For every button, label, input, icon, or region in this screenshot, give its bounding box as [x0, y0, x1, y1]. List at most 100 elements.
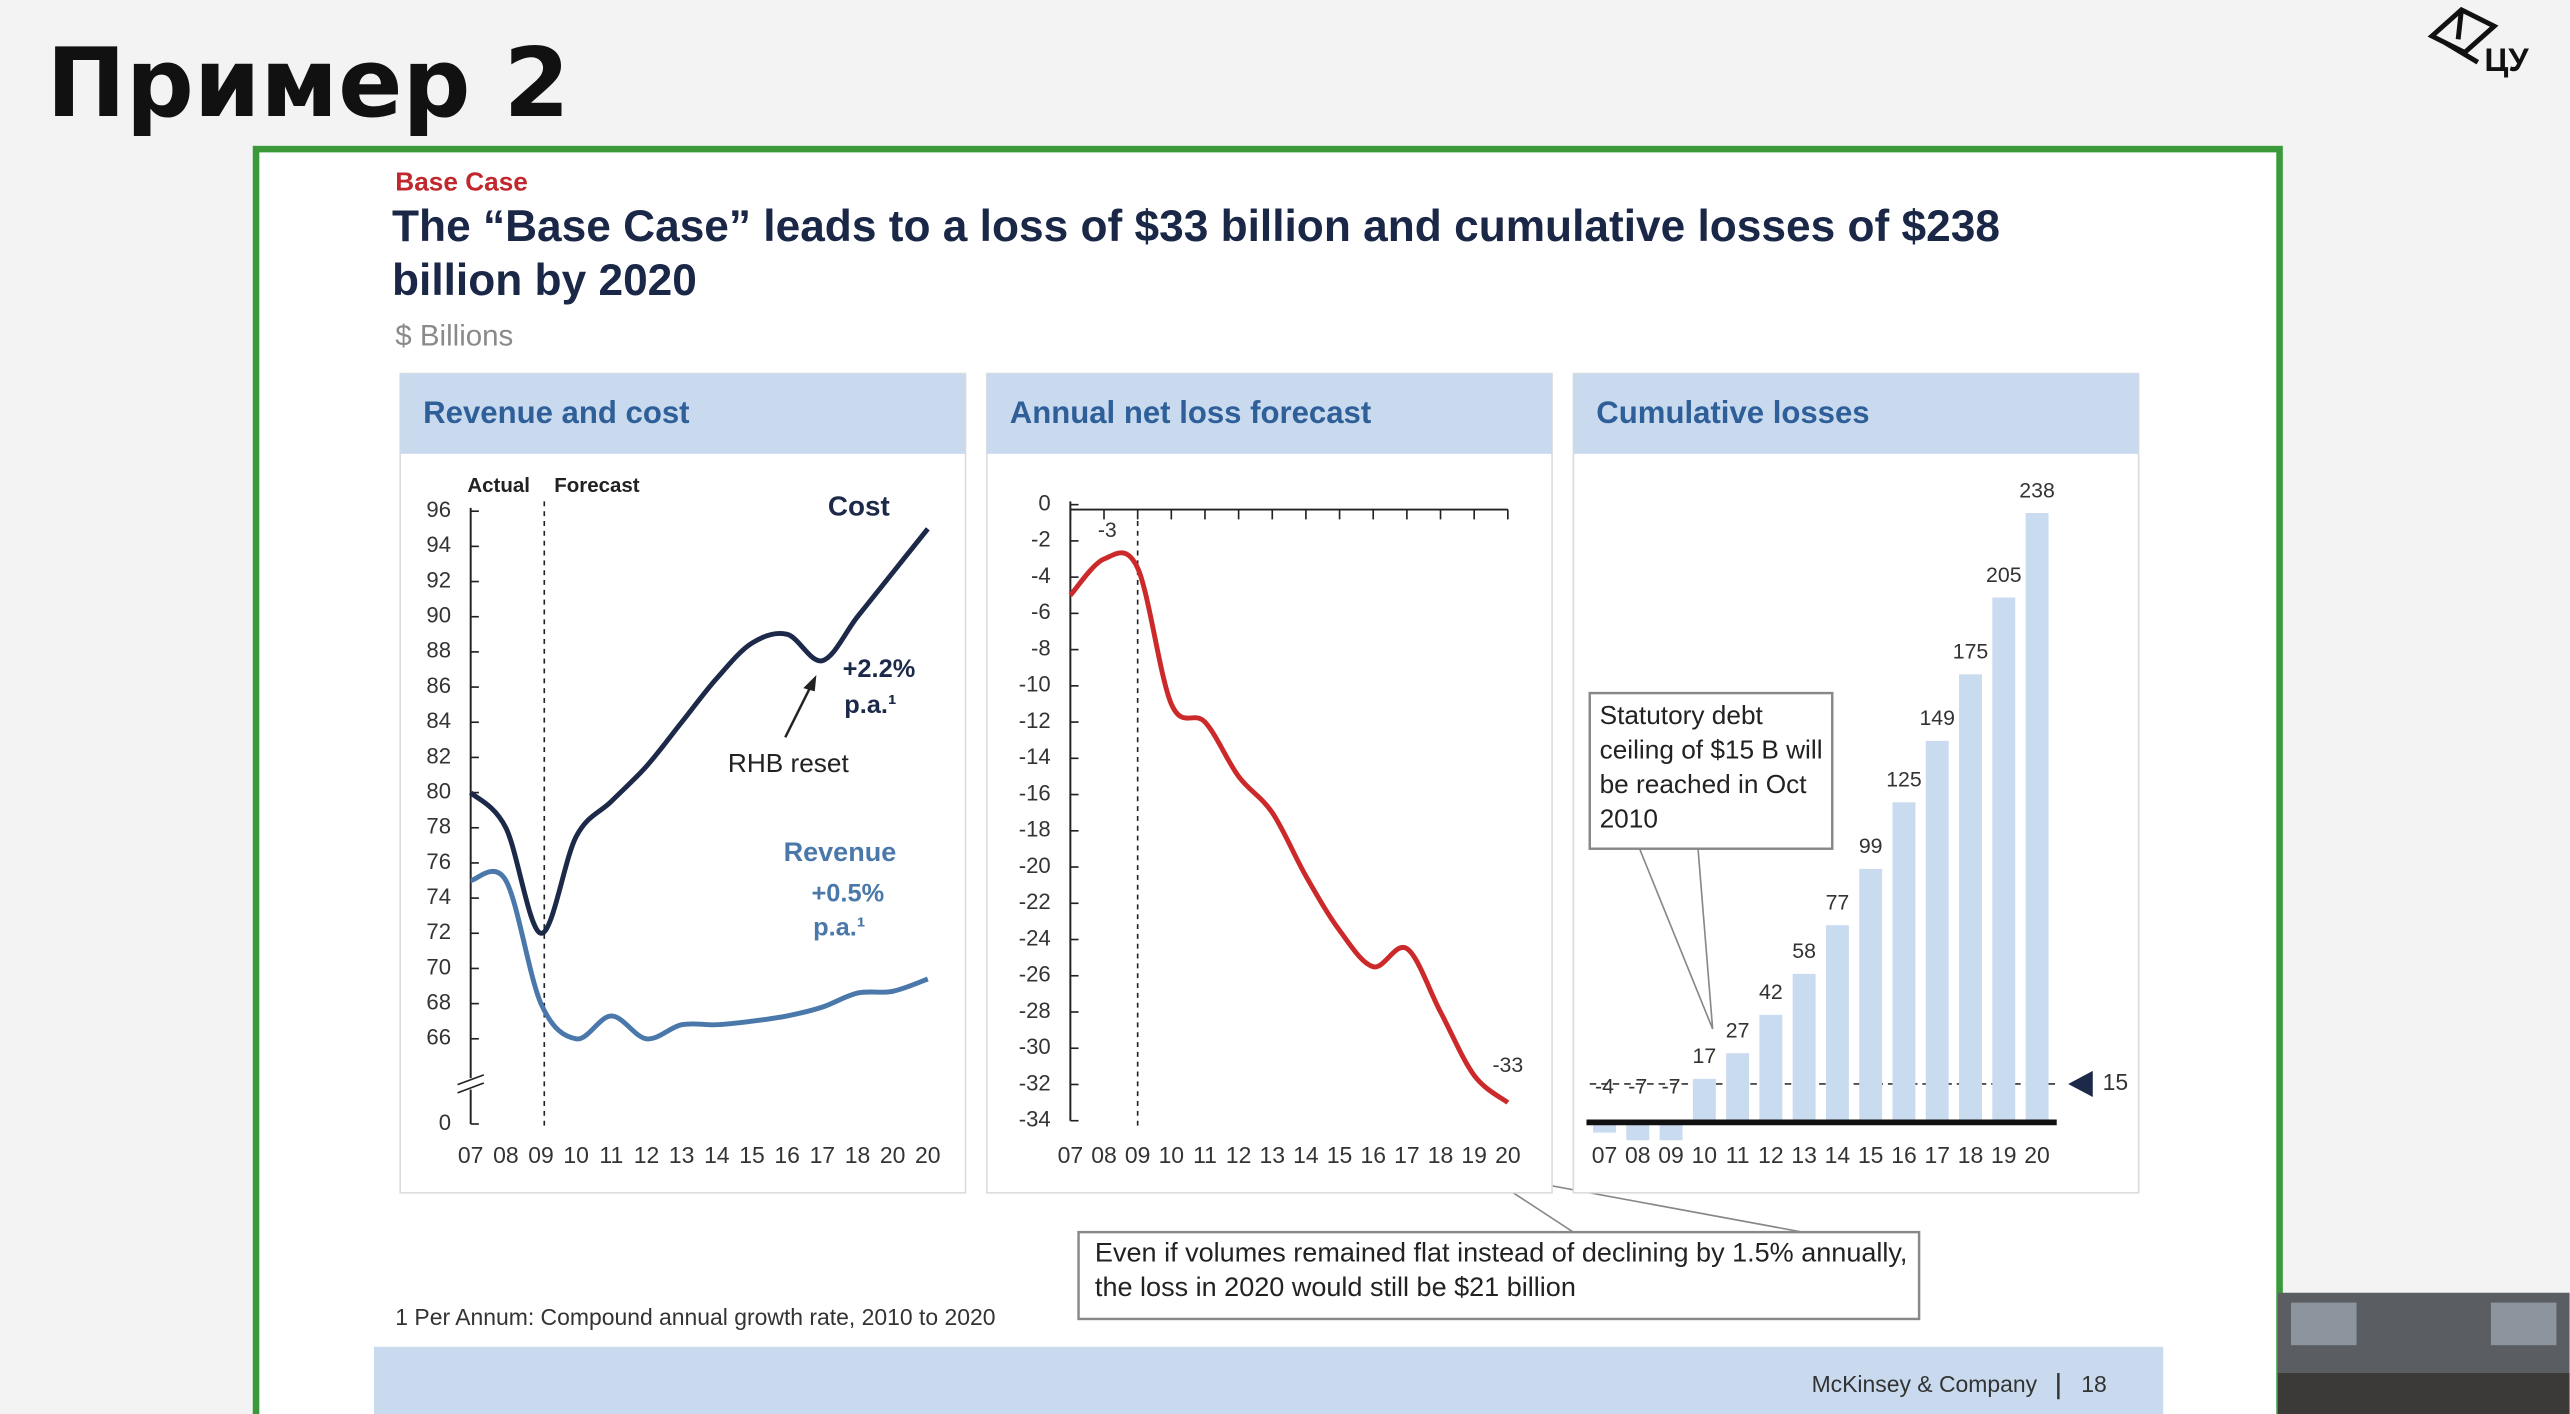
- annotation-arrowhead: [803, 675, 817, 692]
- callout: Even if volumes remained flat instead of…: [1077, 1172, 1921, 1321]
- y-tick-label: 70: [426, 954, 451, 979]
- axis-break: [457, 1082, 485, 1094]
- x-tick-label: 18: [1958, 1142, 1984, 1168]
- reference-label: 15: [2103, 1069, 2129, 1095]
- header: Пример 2: [46, 29, 569, 139]
- annotation: RHB reset: [728, 748, 850, 778]
- logo-mark: [2427, 6, 2499, 65]
- slide-label: Base Case: [395, 166, 528, 196]
- x-tick-label: 20: [1495, 1142, 1521, 1168]
- x-tick-label: 09: [1658, 1142, 1684, 1168]
- chart: Annual net loss forecast 07 08 09 10 11 12 13 14…: [985, 372, 1553, 1194]
- data-label: 77: [1826, 891, 1850, 915]
- callout-text-box: Even if volumes remained flat instead of…: [1094, 1238, 1908, 1303]
- y-tick-label: -4: [1031, 563, 1051, 588]
- panel: [985, 372, 1553, 1194]
- webcam-thumbnail: [2277, 1292, 2570, 1414]
- data-label: 205: [1986, 563, 2022, 587]
- x-tick-label: 14: [1293, 1142, 1319, 1168]
- data-label: -33: [1492, 1053, 1523, 1077]
- x-tick-label: 15: [1327, 1142, 1353, 1168]
- panel-header: [1573, 373, 2139, 454]
- callout-text: Even if volumes remained flat instead of…: [1094, 1238, 1908, 1303]
- bar: [2025, 513, 2049, 1123]
- data-label: -3: [1098, 518, 1117, 542]
- chart-title: Cumulative losses: [1596, 395, 1869, 430]
- bar: [1626, 1122, 1650, 1141]
- y-tick-label: 80: [426, 778, 451, 803]
- annotation: Statutory debt ceiling of $15 B will be …: [1599, 702, 1823, 834]
- webcam-window: [2490, 1302, 2557, 1346]
- period-label: Actual: [467, 474, 530, 497]
- y-tick-label: 92: [426, 567, 451, 592]
- logo-text: ЦУ: [2484, 41, 2529, 78]
- x-tick-label: 14: [1825, 1142, 1851, 1168]
- data-label: 42: [1759, 980, 1783, 1004]
- x-tick-label: 18: [845, 1142, 871, 1168]
- y-tick-label: -28: [1019, 998, 1051, 1023]
- x-tick-label: 19: [1991, 1142, 2017, 1168]
- y-tick-label: 96: [426, 497, 451, 522]
- y-tick-label: -18: [1019, 817, 1051, 842]
- y-tick-label: 84: [426, 708, 451, 733]
- x-tick-label: 08: [1625, 1142, 1651, 1168]
- y-tick-label: -16: [1019, 780, 1051, 805]
- x-tick-label: 11: [1726, 1142, 1750, 1168]
- y-tick-label: -2: [1031, 527, 1051, 552]
- x-tick-label: 10: [1692, 1142, 1718, 1168]
- series-label: Cost: [828, 490, 890, 521]
- y-tick-label: 82: [426, 743, 451, 768]
- bar: [1792, 973, 1816, 1123]
- line: [1068, 550, 1510, 1105]
- y-tick-label: 86: [426, 673, 451, 698]
- x-tick-label: 07: [458, 1142, 484, 1168]
- annotation: +0.5%: [811, 879, 884, 907]
- y-tick-label: 78: [426, 814, 451, 839]
- chart: Cumulative losses 07 08 09 10 11 12 13 14 15 16 17 1…: [1572, 372, 2140, 1194]
- chart-title: Revenue and cost: [423, 395, 689, 430]
- x-tick-label: 09: [1125, 1142, 1151, 1168]
- y-tick-label: -6: [1031, 599, 1051, 624]
- line: [468, 527, 930, 936]
- y-tick-label: -20: [1019, 853, 1051, 878]
- series-label: Revenue: [784, 837, 897, 867]
- data-label: 17: [1692, 1044, 1716, 1068]
- data-label: 175: [1953, 640, 1989, 664]
- data-label: -7: [1662, 1075, 1681, 1099]
- callout-box: [1077, 1230, 1921, 1321]
- x-tick-label: 10: [563, 1142, 589, 1168]
- x-tick-label: 13: [1260, 1142, 1286, 1168]
- annotation-arrow: [784, 681, 815, 738]
- x-tick-label: 11: [599, 1142, 623, 1168]
- data-label: 99: [1859, 834, 1883, 858]
- webcam-window: [2291, 1302, 2357, 1346]
- page-number: 18: [2081, 1371, 2107, 1397]
- x-tick-label: 07: [1592, 1142, 1618, 1168]
- bar: [1992, 597, 2016, 1123]
- y-tick-label: 72: [426, 919, 451, 944]
- unit: $ Billions: [395, 319, 513, 352]
- x-tick-label: 19: [1461, 1142, 1487, 1168]
- panel-header: [400, 373, 966, 454]
- x-tick-label: 20: [880, 1142, 906, 1168]
- data-label: -4: [1595, 1075, 1614, 1099]
- reference-arrow: [2068, 1070, 2093, 1098]
- x-tick-label: 14: [704, 1142, 730, 1168]
- y-tick-label: 0: [1038, 490, 1050, 515]
- data-label: 58: [1792, 939, 1816, 963]
- data-label: 27: [1726, 1019, 1750, 1043]
- y-tick-label: -26: [1019, 962, 1051, 987]
- x-tick-label: 20: [915, 1142, 941, 1168]
- y-tick-label: -32: [1019, 1070, 1051, 1095]
- y-tick-label: -30: [1019, 1034, 1051, 1059]
- bar: [1959, 674, 1982, 1123]
- x-tick-label: 12: [634, 1142, 660, 1168]
- axis-break: [457, 1074, 485, 1086]
- axis-break-gap: [457, 1078, 484, 1090]
- x-tick-label: 12: [1226, 1142, 1252, 1168]
- bar: [1825, 925, 1849, 1123]
- annotation: p.a.¹: [844, 691, 896, 719]
- y-tick-label: -12: [1019, 708, 1051, 733]
